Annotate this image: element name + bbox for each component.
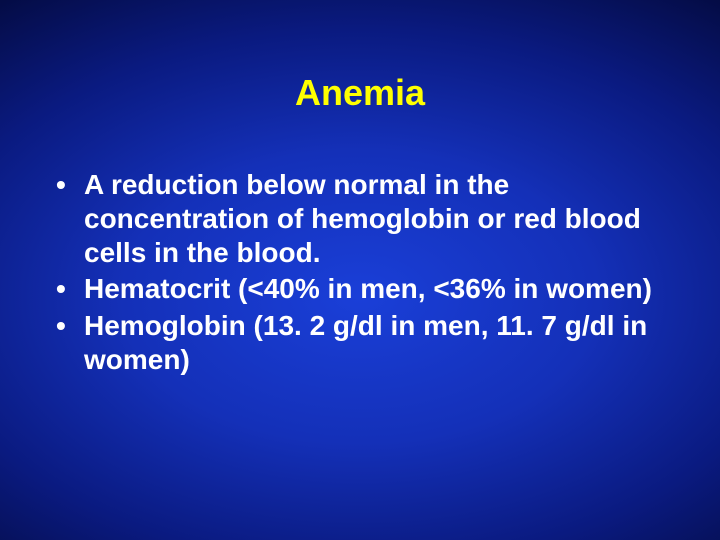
bullet-list: A reduction below normal in the concentr… <box>54 168 670 377</box>
bullet-text: A reduction below normal in the concentr… <box>84 169 641 268</box>
bullet-text: Hemoglobin (13. 2 g/dl in men, 11. 7 g/d… <box>84 310 647 375</box>
slide-body: A reduction below normal in the concentr… <box>54 168 670 379</box>
slide-title: Anemia <box>0 72 720 114</box>
bullet-text: Hematocrit (<40% in men, <36% in women) <box>84 273 652 304</box>
list-item: A reduction below normal in the concentr… <box>54 168 670 270</box>
list-item: Hematocrit (<40% in men, <36% in women) <box>54 272 670 306</box>
slide: Anemia A reduction below normal in the c… <box>0 0 720 540</box>
list-item: Hemoglobin (13. 2 g/dl in men, 11. 7 g/d… <box>54 309 670 377</box>
